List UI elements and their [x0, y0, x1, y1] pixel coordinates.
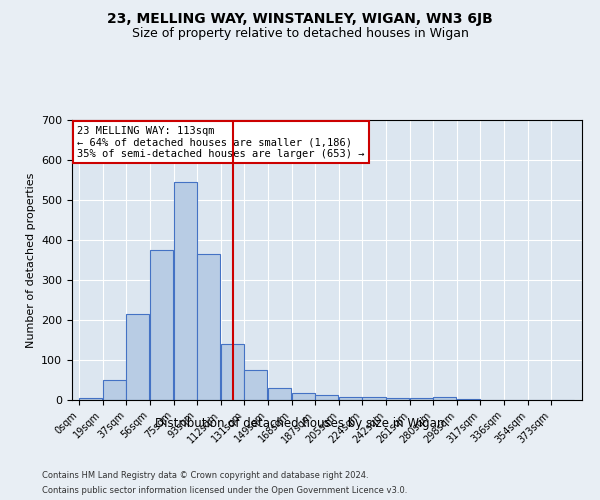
Text: 23 MELLING WAY: 113sqm
← 64% of detached houses are smaller (1,186)
35% of semi-: 23 MELLING WAY: 113sqm ← 64% of detached… [77, 126, 365, 159]
Bar [386, 398, 409, 400]
Text: Distribution of detached houses by size in Wigan: Distribution of detached houses by size … [155, 418, 445, 430]
Bar [244, 370, 268, 400]
Bar [315, 395, 338, 400]
Bar [197, 254, 220, 400]
Y-axis label: Number of detached properties: Number of detached properties [26, 172, 35, 348]
Bar [268, 388, 291, 400]
Bar [103, 380, 126, 400]
Text: Contains public sector information licensed under the Open Government Licence v3: Contains public sector information licen… [42, 486, 407, 495]
Text: Size of property relative to detached houses in Wigan: Size of property relative to detached ho… [131, 28, 469, 40]
Bar [79, 398, 102, 400]
Bar [127, 314, 149, 400]
Bar [339, 397, 362, 400]
Bar [292, 393, 315, 400]
Text: Contains HM Land Registry data © Crown copyright and database right 2024.: Contains HM Land Registry data © Crown c… [42, 471, 368, 480]
Bar [173, 182, 197, 400]
Bar [221, 344, 244, 400]
Text: 23, MELLING WAY, WINSTANLEY, WIGAN, WN3 6JB: 23, MELLING WAY, WINSTANLEY, WIGAN, WN3 … [107, 12, 493, 26]
Bar [362, 397, 386, 400]
Bar [433, 397, 457, 400]
Bar [457, 399, 480, 400]
Bar [150, 250, 173, 400]
Bar [410, 398, 433, 400]
